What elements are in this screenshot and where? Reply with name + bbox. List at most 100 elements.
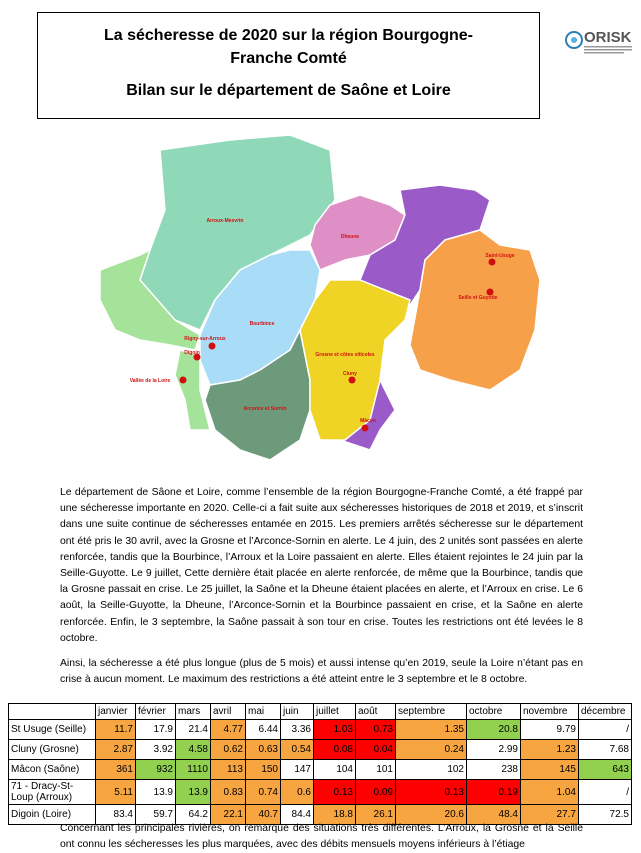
table-cell: / bbox=[578, 719, 632, 740]
table-cell: 20.8 bbox=[466, 719, 521, 740]
header-cell: septembre bbox=[395, 703, 467, 720]
table-cell: 1.04 bbox=[520, 779, 579, 805]
table-cell: 113 bbox=[210, 759, 246, 780]
table-cell: 0.09 bbox=[355, 779, 396, 805]
table-cell: 0.62 bbox=[210, 739, 246, 760]
table-cell: 932 bbox=[135, 759, 176, 780]
table-cell: 361 bbox=[95, 759, 136, 780]
table-cell: 101 bbox=[355, 759, 396, 780]
map-marker bbox=[348, 376, 356, 384]
title: La sécheresse de 2020 sur la région Bour… bbox=[103, 27, 474, 67]
table-cell: 145 bbox=[520, 759, 579, 780]
subtitle: Bilan sur le département de Saône et Loi… bbox=[126, 82, 451, 99]
header-row: janvier février mars avril mai juin juillet aoû… bbox=[8, 703, 632, 720]
map-label: Saint-Usuge bbox=[485, 253, 514, 259]
table-cell: 3.36 bbox=[280, 719, 314, 740]
map-label: Seille et Guyotte bbox=[458, 295, 497, 301]
table-cell: 0.63 bbox=[245, 739, 281, 760]
logo-text: ORISK bbox=[584, 29, 632, 46]
table-cell: 0.13 bbox=[395, 779, 467, 805]
table-cell: 150 bbox=[245, 759, 281, 780]
table-cell: 48.4 bbox=[466, 804, 521, 825]
header-cell: décembre bbox=[578, 703, 632, 720]
table-row: Digoin (Loire) 83.4 59.7 64.2 22.1 40.7 84.4 18… bbox=[8, 804, 632, 825]
map: Arroux-Mesvrin Dheune Saint-Usuge Seille et… bbox=[99, 134, 541, 461]
table-cell: 0.19 bbox=[466, 779, 521, 805]
map-label: Rigny-sur-Arroux bbox=[184, 336, 226, 342]
table-cell: 11.7 bbox=[95, 719, 136, 740]
table-row: St Usuge (Seille) 11.7 17.9 21.4 4.77 6.44 3.3… bbox=[8, 719, 632, 740]
header-cell: août bbox=[355, 703, 396, 720]
paragraph: Concernant les principales rivières, on … bbox=[60, 823, 583, 851]
header-cell: novembre bbox=[520, 703, 579, 720]
table-cell: 3.92 bbox=[135, 739, 176, 760]
table-cell: 104 bbox=[313, 759, 356, 780]
table-cell: 20.6 bbox=[395, 804, 467, 825]
map-marker bbox=[193, 353, 201, 361]
table-cell: 27.7 bbox=[520, 804, 579, 825]
header-cell: mars bbox=[175, 703, 211, 720]
table-row: Cluny (Grosne) 2.87 3.92 4.58 0.62 0.63 0.54 0.… bbox=[8, 739, 632, 760]
table-cell: 26.1 bbox=[355, 804, 396, 825]
map-marker bbox=[488, 258, 496, 266]
map-label: Arroux-Mesvrin bbox=[207, 218, 244, 224]
table-cell: 0.83 bbox=[210, 779, 246, 805]
table-cell: 147 bbox=[280, 759, 314, 780]
map-label: Arconce et Sornin bbox=[243, 406, 286, 412]
table-cell: 1110 bbox=[175, 759, 211, 780]
header-cell: octobre bbox=[466, 703, 521, 720]
header-cell: avril bbox=[210, 703, 246, 720]
header-cell: janvier bbox=[95, 703, 136, 720]
table-cell: 102 bbox=[395, 759, 467, 780]
logo: ORISK bbox=[565, 29, 632, 54]
header-cell: juillet bbox=[313, 703, 356, 720]
table-cell: 13.9 bbox=[175, 779, 211, 805]
table-cell: 4.58 bbox=[175, 739, 211, 760]
header-cell: juin bbox=[280, 703, 314, 720]
table-row: 71 - Dracy-St-Loup (Arroux) 5.11 13.9 13.9 0… bbox=[8, 779, 632, 805]
table-cell: 0.13 bbox=[313, 779, 356, 805]
row-label: St Usuge (Seille) bbox=[8, 719, 96, 740]
table-cell: 84.4 bbox=[280, 804, 314, 825]
header-cell: mai bbox=[245, 703, 281, 720]
table-cell: 17.9 bbox=[135, 719, 176, 740]
table-cell: 40.7 bbox=[245, 804, 281, 825]
table-cell: 1.03 bbox=[313, 719, 356, 740]
table-cell: 18.8 bbox=[313, 804, 356, 825]
map-marker bbox=[361, 424, 369, 432]
map-label: Digoin bbox=[184, 350, 200, 356]
row-label: Mâcon (Saône) bbox=[8, 759, 96, 780]
row-label: Cluny (Grosne) bbox=[8, 739, 96, 760]
table-cell: 643 bbox=[578, 759, 632, 780]
map-marker bbox=[208, 342, 216, 350]
table-cell: 72.5 bbox=[578, 804, 632, 825]
map-label: Cluny bbox=[343, 371, 357, 377]
table-cell: 0.73 bbox=[355, 719, 396, 740]
table-cell: 6.44 bbox=[245, 719, 281, 740]
map-marker bbox=[486, 288, 494, 296]
map-label: Vallée de la Loire bbox=[130, 378, 171, 384]
table-cell: 0.54 bbox=[280, 739, 314, 760]
map-label: Dheune bbox=[341, 234, 360, 240]
table-cell: 1.23 bbox=[520, 739, 579, 760]
map-label: Mâcon bbox=[360, 418, 376, 424]
table-cell: 5.11 bbox=[95, 779, 136, 805]
map-label: Bourbince bbox=[250, 321, 275, 327]
row-label: 71 - Dracy-St-Loup (Arroux) bbox=[8, 779, 96, 805]
header-cell bbox=[8, 703, 96, 720]
table-cell: / bbox=[578, 779, 632, 805]
table-cell: 238 bbox=[466, 759, 521, 780]
table-cell: 4.77 bbox=[210, 719, 246, 740]
table-cell: 0.6 bbox=[280, 779, 314, 805]
map-marker bbox=[179, 376, 187, 384]
table-cell: 9.79 bbox=[520, 719, 579, 740]
map-label: Grosne et côtes viticoles bbox=[315, 352, 374, 358]
table-cell: 13.9 bbox=[135, 779, 176, 805]
table-cell: 21.4 bbox=[175, 719, 211, 740]
table-cell: 2.87 bbox=[95, 739, 136, 760]
header-cell: février bbox=[135, 703, 176, 720]
data-table: janvier février mars avril mai juin juillet aoû… bbox=[8, 703, 632, 825]
title-box: La sécheresse de 2020 sur la région Bour… bbox=[37, 12, 540, 119]
table-row: Mâcon (Saône) 361 932 1110 113 150 147 104 101 10… bbox=[8, 759, 632, 780]
